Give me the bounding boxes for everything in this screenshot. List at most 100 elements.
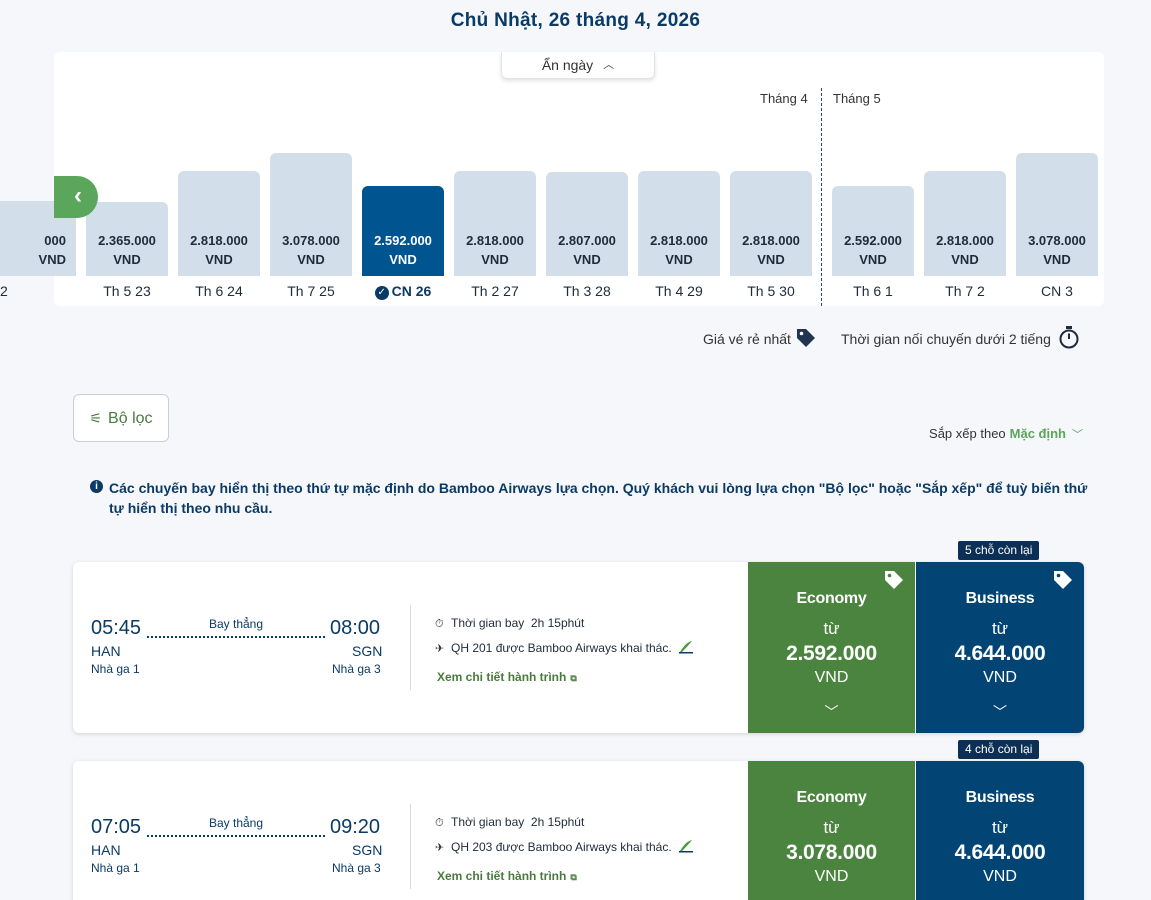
- calendar-day[interactable]: 2.818.000 VND: [178, 171, 260, 276]
- fare-from: từ: [991, 619, 1009, 638]
- price-tag-icon: [797, 329, 815, 347]
- day-label-text: Th 5 30: [747, 283, 795, 299]
- chevron-down-icon: ﹀: [824, 704, 839, 720]
- day-price-value: 2.818.000: [466, 233, 524, 248]
- day-label-text: Th 7 2: [945, 283, 985, 299]
- arrive-time: 09:20: [330, 816, 381, 838]
- business-fare-button[interactable]: Business từ 4.644.000 VND ﹀: [916, 562, 1084, 733]
- day-price-currency: VND: [665, 252, 693, 267]
- legend-cheapest-label: Giá vé rẻ nhất: [703, 331, 791, 347]
- calendar-day-label[interactable]: Th 4 29: [638, 283, 720, 299]
- calendar-day[interactable]: 2.818.000 VND: [730, 171, 812, 276]
- economy-fare-button[interactable]: Economy từ 3.078.000 VND ﹀: [748, 761, 915, 900]
- calendar-day[interactable]: 2.592.000 VND: [832, 186, 914, 276]
- duration-label: Thời gian bay: [451, 616, 525, 630]
- timer-icon: ⏱: [435, 817, 444, 829]
- calendar-day-label[interactable]: CN 3: [1016, 283, 1098, 299]
- price-tag-icon: [1054, 571, 1072, 589]
- sort-value: Mặc định: [1009, 426, 1066, 441]
- calendar-day[interactable]: 2.818.000 VND: [924, 171, 1006, 276]
- day-price-value: 2.818.000: [936, 233, 994, 248]
- flight-operator: ✈ QH 203 được Bamboo Airways khai thác.: [435, 837, 694, 854]
- sort-prefix: Sắp xếp theo: [929, 426, 1006, 441]
- day-price-value: 2.818.000: [650, 233, 708, 248]
- hide-days-button[interactable]: Ẩn ngày ︿: [501, 52, 655, 79]
- destination-terminal: Nhà ga 3: [332, 861, 381, 875]
- origin-airport: HAN: [91, 643, 121, 659]
- economy-fare-button[interactable]: Economy từ 2.592.000 VND ﹀: [748, 562, 915, 733]
- day-label-text: Th 2 27: [471, 283, 519, 299]
- calendar-day-selected[interactable]: 2.592.000 VND: [362, 186, 444, 276]
- route-line: [147, 636, 325, 638]
- calendar-day[interactable]: 2.818.000 VND: [638, 171, 720, 276]
- fare-from: từ: [991, 818, 1009, 837]
- chevron-down-icon: ﹀: [993, 704, 1007, 720]
- calendar-day-label[interactable]: Th 5 30: [730, 283, 812, 299]
- calendar-day-label[interactable]: Th 6 24: [178, 283, 260, 299]
- check-circle-icon: ✓: [374, 286, 389, 300]
- calendar-day-price: 3.078.000 VND: [1016, 231, 1098, 269]
- day-price-value: 2.592.000: [844, 233, 902, 248]
- card-divider: [410, 605, 411, 690]
- day-price-currency: VND: [113, 252, 141, 267]
- fare-class: Economy: [796, 789, 867, 806]
- origin-terminal: Nhà ga 1: [91, 662, 140, 676]
- operator-text: QH 203 được Bamboo Airways khai thác.: [451, 840, 672, 854]
- destination-airport: SGN: [352, 842, 383, 858]
- calendar-day-price: 2.818.000 VND: [924, 231, 1006, 269]
- calendar-day-label[interactable]: Th 2 27: [454, 283, 536, 299]
- fare-from: từ: [823, 818, 840, 837]
- day-price-value: 2.365.000: [98, 233, 156, 248]
- calendar-day-label[interactable]: Th 7 2: [924, 283, 1006, 299]
- timer-icon: ⏱: [435, 618, 444, 630]
- sort-control[interactable]: Sắp xếp theo Mặc định ﹀: [929, 426, 1083, 442]
- day-price-currency: VND: [951, 252, 979, 267]
- sliders-icon: ⚟: [89, 410, 103, 426]
- fare-price: 2.592.000: [786, 642, 877, 665]
- day-label-text: CN 3: [1041, 283, 1073, 299]
- destination-airport: SGN: [352, 643, 383, 659]
- flight-card: 07:05 Bay thẳng 09:20 HAN SGN Nhà ga 1 N…: [73, 761, 1084, 900]
- fare-currency: VND: [814, 669, 849, 686]
- day-label-text: 2: [0, 283, 8, 299]
- day-label-text: Th 6 1: [853, 283, 893, 299]
- calendar-day-label[interactable]: 2: [0, 283, 60, 299]
- fare-price: 4.644.000: [954, 642, 1046, 665]
- calendar-day-price: 000 VND: [0, 231, 76, 269]
- calendar-day[interactable]: 2.365.000 VND: [86, 202, 168, 276]
- previous-dates-button[interactable]: ‹: [54, 176, 98, 218]
- flight-duration: ⏱ Thời gian bay 2h 15phút: [435, 815, 584, 830]
- calendar-day[interactable]: 3.078.000 VND: [1016, 153, 1098, 276]
- bamboo-airways-logo-icon: [678, 840, 693, 853]
- calendar-day-label[interactable]: Th 3 28: [546, 283, 628, 299]
- calendar-day-label[interactable]: Th 5 23: [86, 283, 168, 299]
- external-link-icon: ⧉: [570, 673, 577, 683]
- calendar-day[interactable]: 2.818.000 VND: [454, 171, 536, 276]
- flight-details-link[interactable]: Xem chi tiết hành trình ⧉: [437, 670, 577, 684]
- fare-currency: VND: [814, 868, 849, 885]
- plane-icon: ✈: [435, 643, 445, 655]
- price-tag-icon: [885, 571, 903, 589]
- hide-days-label: Ẩn ngày: [541, 57, 594, 73]
- flight-details-link[interactable]: Xem chi tiết hành trình ⧉: [437, 869, 577, 883]
- duration-value: 2h 15phút: [530, 616, 585, 630]
- page-title: Chủ Nhật, 26 tháng 4, 2026: [450, 10, 701, 31]
- business-fare-button[interactable]: Business từ 4.644.000 VND ﹀: [916, 761, 1084, 900]
- calendar-day-label[interactable]: Th 7 25: [270, 283, 352, 299]
- info-icon: i: [90, 480, 103, 493]
- fare-price: 4.644.000: [954, 841, 1046, 864]
- day-price-currency: VND: [389, 252, 417, 267]
- day-price-currency: VND: [38, 252, 66, 267]
- calendar-day-label[interactable]: Th 6 1: [832, 283, 914, 299]
- month-divider: [821, 88, 822, 306]
- duration-label: Thời gian bay: [451, 815, 525, 829]
- day-price-currency: VND: [1043, 252, 1071, 267]
- seats-left-badge: 4 chỗ còn lại: [958, 740, 1040, 759]
- calendar-day[interactable]: 2.807.000 VND: [546, 172, 628, 276]
- calendar-day-price: 2.807.000 VND: [546, 231, 628, 269]
- day-price-currency: VND: [757, 252, 785, 267]
- sort-notice: i Các chuyến bay hiển thị theo thứ tự mặc…: [90, 478, 1090, 518]
- calendar-day-label[interactable]: ✓ CN 26: [362, 283, 444, 301]
- filter-button[interactable]: ⚟ Bộ lọc: [73, 394, 169, 442]
- calendar-day[interactable]: 3.078.000 VND: [270, 153, 352, 276]
